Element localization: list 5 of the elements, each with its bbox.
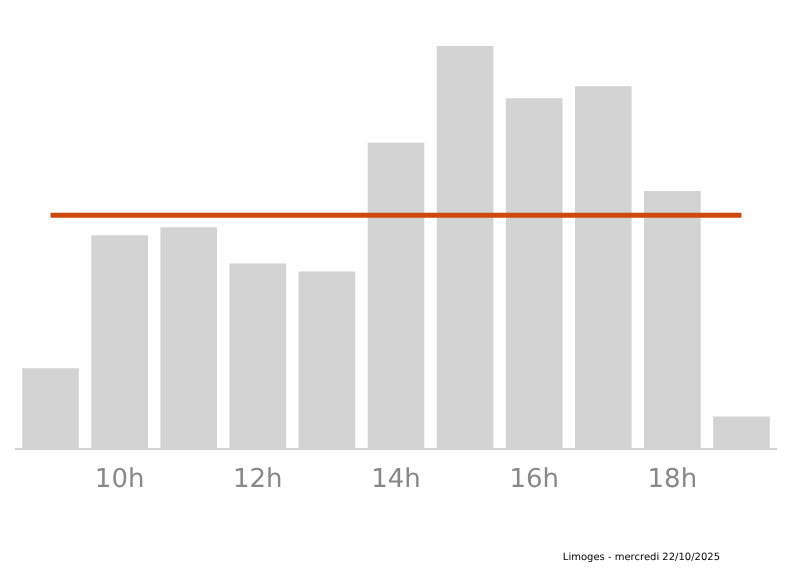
- x-tick-label: 18h: [647, 465, 698, 496]
- x-tick-label: 14h: [371, 465, 421, 496]
- x-tick-label: 16h: [509, 465, 559, 496]
- x-tick-label: 10h: [94, 465, 145, 496]
- x-tick-label: 12h: [233, 465, 283, 496]
